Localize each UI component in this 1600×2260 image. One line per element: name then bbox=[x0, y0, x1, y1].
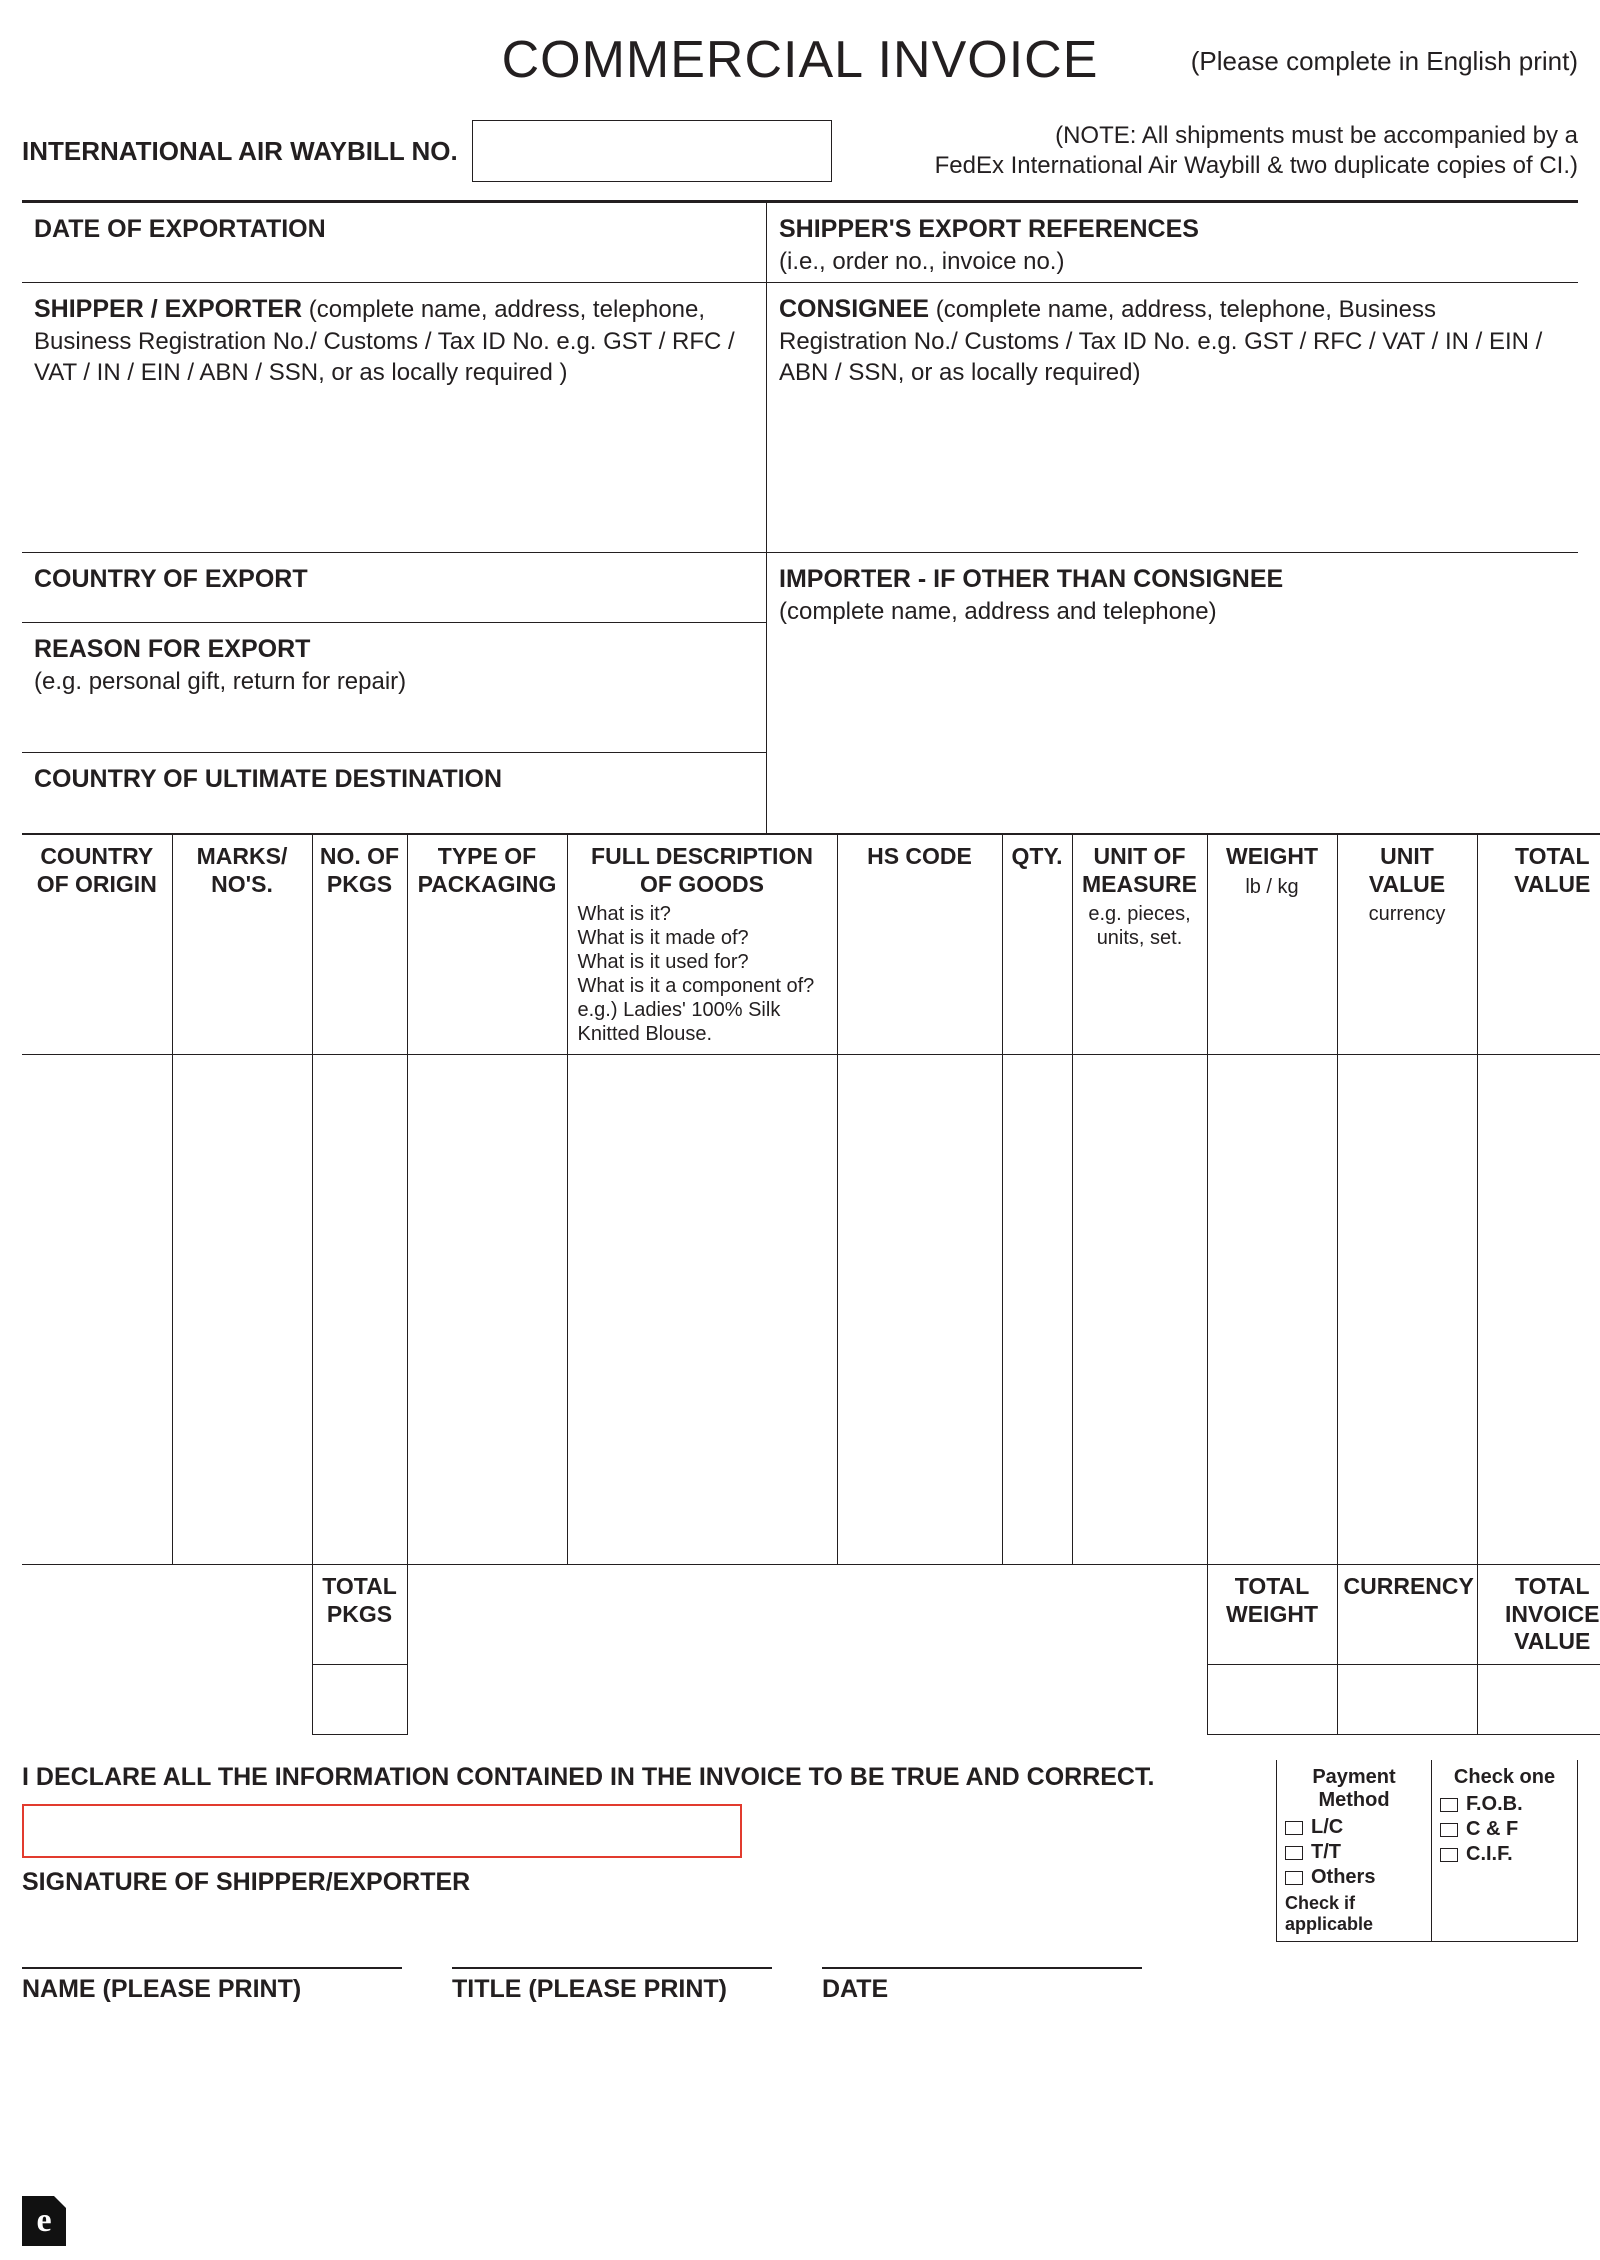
total-invoice-label: TOTAL INVOICE VALUE bbox=[1477, 1565, 1600, 1665]
col-pkgs: NO. OF PKGS bbox=[312, 834, 407, 1055]
col-packaging: TYPE OF PACKAGING bbox=[407, 834, 567, 1055]
field-date-export[interactable]: DATE OF EXPORTATION bbox=[22, 203, 767, 283]
total-pkgs-label: TOTAL PKGS bbox=[312, 1565, 407, 1665]
brand-logo: e bbox=[22, 2196, 66, 2246]
field-reason[interactable]: REASON FOR EXPORT (e.g. personal gift, r… bbox=[22, 623, 767, 753]
items-header-row: COUNTRY OF ORIGIN MARKS/ NO'S. NO. OF PK… bbox=[22, 834, 1600, 1055]
footer-options: Payment Method L/C T/T Others Check if a… bbox=[1276, 1760, 1578, 1942]
header-note: (Please complete in English print) bbox=[1191, 46, 1578, 77]
checkbox-lc[interactable] bbox=[1285, 1821, 1303, 1835]
checkbox-cif[interactable] bbox=[1440, 1848, 1458, 1862]
currency-label: CURRENCY bbox=[1337, 1565, 1477, 1665]
col-marks: MARKS/ NO'S. bbox=[172, 834, 312, 1055]
waybill-row: INTERNATIONAL AIR WAYBILL NO. (NOTE: All… bbox=[22, 120, 1578, 182]
col-desc: FULL DESCRIPTION OF GOODS What is it? Wh… bbox=[567, 834, 837, 1055]
col-weight: WEIGHT lb / kg bbox=[1207, 834, 1337, 1055]
title-field-label: TITLE (PLEASE PRINT) bbox=[452, 1967, 772, 2004]
total-pkgs-input bbox=[312, 1664, 407, 1734]
signature-fields-row: NAME (PLEASE PRINT) TITLE (PLEASE PRINT)… bbox=[22, 1967, 1578, 2004]
col-origin: COUNTRY OF ORIGIN bbox=[22, 834, 172, 1055]
items-table: COUNTRY OF ORIGIN MARKS/ NO'S. NO. OF PK… bbox=[22, 833, 1600, 1735]
items-totals-row: TOTAL PKGS TOTAL WEIGHT CURRENCY TOTAL I… bbox=[22, 1565, 1600, 1665]
col-unitval: UNIT VALUE currency bbox=[1337, 834, 1477, 1055]
field-country-export[interactable]: COUNTRY OF EXPORT bbox=[22, 553, 767, 623]
field-ultimate[interactable]: COUNTRY OF ULTIMATE DESTINATION bbox=[22, 753, 767, 833]
total-weight-label: TOTAL WEIGHT bbox=[1207, 1565, 1337, 1665]
items-totals-values[interactable] bbox=[22, 1664, 1600, 1734]
col-desc-sub: What is it? What is it made of? What is … bbox=[574, 902, 831, 1046]
checkbox-fob[interactable] bbox=[1440, 1798, 1458, 1812]
date-field-label: DATE bbox=[822, 1967, 1142, 2004]
waybill-input[interactable] bbox=[472, 120, 832, 182]
field-shipper[interactable]: SHIPPER / EXPORTER (complete name, addre… bbox=[22, 283, 767, 553]
currency-input bbox=[1337, 1664, 1477, 1734]
waybill-note: (NOTE: All shipments must be accompanied… bbox=[846, 121, 1578, 181]
field-shipper-ref[interactable]: SHIPPER'S EXPORT REFERENCES (i.e., order… bbox=[767, 203, 1578, 283]
checkbox-tt[interactable] bbox=[1285, 1846, 1303, 1860]
checkbox-cf[interactable] bbox=[1440, 1823, 1458, 1837]
page-title: COMMERCIAL INVOICE bbox=[502, 30, 1099, 90]
col-qty: QTY. bbox=[1002, 834, 1072, 1055]
check-one-box: Check one F.O.B. C & F C.I.F. bbox=[1432, 1760, 1578, 1942]
col-hs: HS CODE bbox=[837, 834, 1002, 1055]
signature-box[interactable] bbox=[22, 1804, 742, 1858]
total-weight-input bbox=[1207, 1664, 1337, 1734]
col-totalval: TOTAL VALUE bbox=[1477, 834, 1600, 1055]
items-body-row[interactable] bbox=[22, 1055, 1600, 1565]
header: COMMERCIAL INVOICE (Please complete in E… bbox=[22, 30, 1578, 100]
waybill-label: INTERNATIONAL AIR WAYBILL NO. bbox=[22, 136, 458, 167]
name-field-label: NAME (PLEASE PRINT) bbox=[22, 1967, 402, 2004]
field-importer[interactable]: IMPORTER - IF OTHER THAN CONSIGNEE (comp… bbox=[767, 553, 1578, 833]
col-uom: UNIT OF MEASURE e.g. pieces, units, set. bbox=[1072, 834, 1207, 1055]
field-consignee[interactable]: CONSIGNEE (complete name, address, telep… bbox=[767, 283, 1578, 553]
checkbox-others[interactable] bbox=[1285, 1871, 1303, 1885]
upper-grid: DATE OF EXPORTATION SHIPPER'S EXPORT REF… bbox=[22, 200, 1578, 833]
payment-method-box: Payment Method L/C T/T Others Check if a… bbox=[1276, 1760, 1432, 1942]
total-invoice-input bbox=[1477, 1664, 1600, 1734]
